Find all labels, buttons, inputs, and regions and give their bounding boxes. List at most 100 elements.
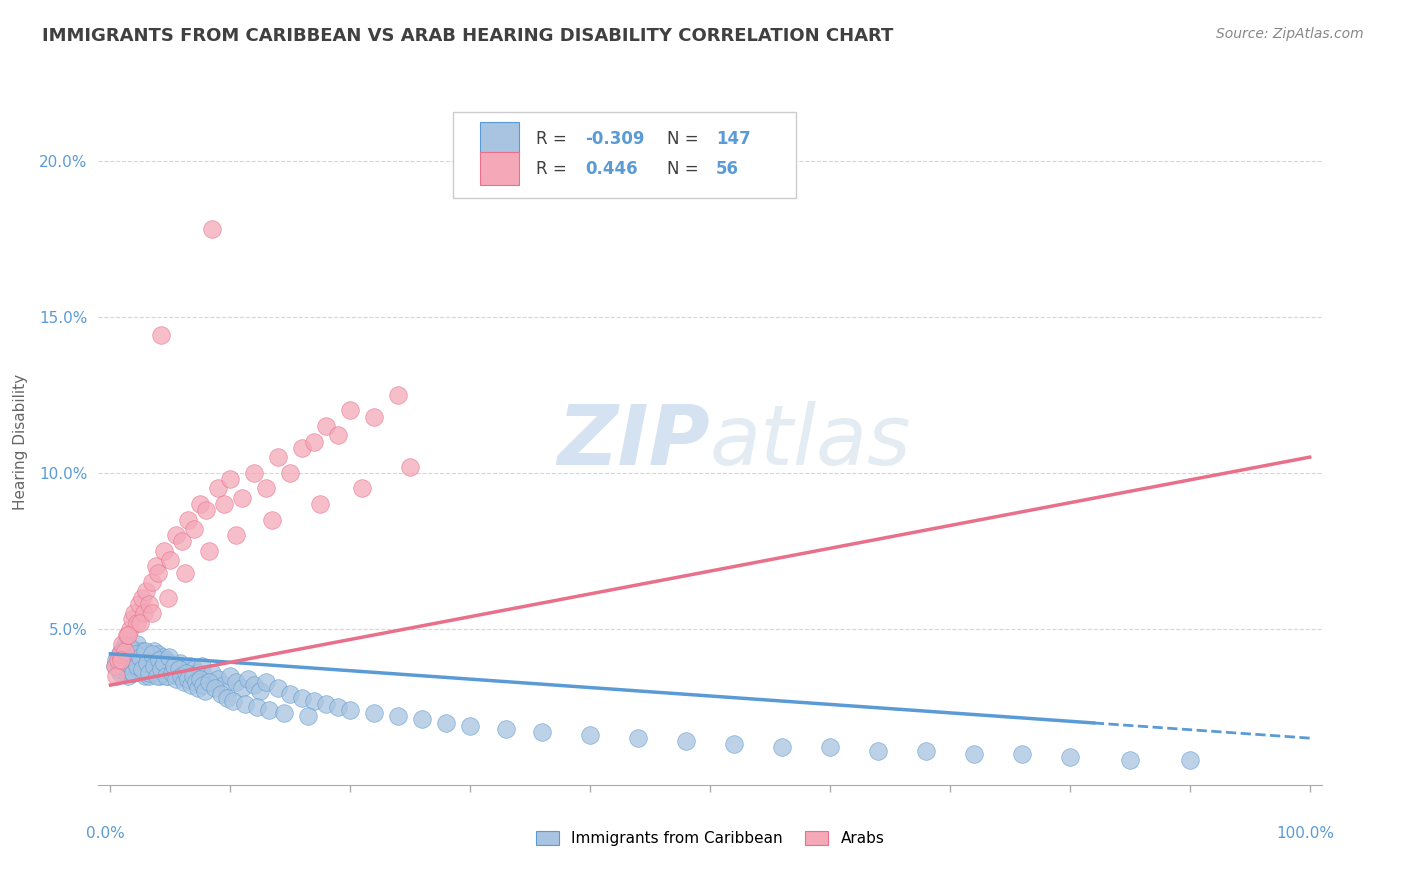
Point	[160, 665, 183, 680]
Point	[131, 591, 153, 605]
Point	[291, 441, 314, 455]
Point	[197, 543, 219, 558]
Point	[363, 706, 385, 721]
Point	[233, 697, 256, 711]
Point	[156, 591, 179, 605]
Point	[152, 649, 174, 664]
Point	[131, 662, 153, 676]
Point	[127, 659, 149, 673]
Text: R =: R =	[536, 160, 578, 178]
Point	[387, 709, 409, 723]
Point	[141, 647, 163, 661]
Point	[246, 699, 269, 714]
Point	[181, 669, 204, 683]
Point	[134, 669, 156, 683]
Text: 56: 56	[716, 160, 740, 178]
Point	[127, 662, 149, 676]
Point	[339, 703, 361, 717]
Point	[139, 649, 162, 664]
Point	[145, 559, 167, 574]
Point	[156, 669, 179, 683]
Point	[143, 665, 166, 680]
Point	[141, 574, 163, 589]
Point	[155, 669, 177, 683]
Point	[225, 675, 247, 690]
Point	[125, 615, 148, 630]
Point	[188, 672, 211, 686]
Point	[108, 662, 129, 676]
Point	[111, 637, 134, 651]
Point	[174, 665, 197, 680]
Point	[186, 665, 208, 680]
Point	[159, 662, 181, 676]
Point	[188, 672, 211, 686]
Point	[222, 694, 245, 708]
Point	[124, 647, 146, 661]
Point	[215, 690, 238, 705]
Point	[114, 649, 136, 664]
Point	[201, 665, 224, 680]
Point	[201, 222, 224, 236]
Point	[148, 647, 170, 661]
Point	[125, 637, 148, 651]
Text: Source: ZipAtlas.com: Source: ZipAtlas.com	[1216, 27, 1364, 41]
Point	[117, 628, 139, 642]
Point	[243, 466, 266, 480]
Point	[304, 434, 326, 449]
Point	[118, 622, 141, 636]
Point	[153, 665, 176, 680]
Point	[315, 418, 337, 433]
Point	[249, 684, 271, 698]
Text: R =: R =	[536, 129, 572, 148]
Point	[165, 528, 187, 542]
Point	[627, 731, 650, 746]
Point	[818, 740, 841, 755]
Point	[149, 328, 172, 343]
Text: N =: N =	[668, 160, 704, 178]
Point	[148, 653, 170, 667]
Point	[195, 675, 218, 690]
Point	[915, 744, 938, 758]
Point	[352, 482, 374, 496]
Point	[150, 662, 173, 676]
Point	[121, 613, 143, 627]
Point	[209, 687, 232, 701]
Point	[194, 684, 217, 698]
Point	[188, 497, 211, 511]
Point	[128, 649, 150, 664]
Point	[190, 659, 212, 673]
Point	[1119, 753, 1142, 767]
Point	[143, 659, 166, 673]
Point	[142, 644, 165, 658]
Point	[172, 662, 194, 676]
Point	[150, 662, 173, 676]
Point	[146, 659, 169, 673]
Point	[254, 675, 277, 690]
Text: IMMIGRANTS FROM CARIBBEAN VS ARAB HEARING DISABILITY CORRELATION CHART: IMMIGRANTS FROM CARIBBEAN VS ARAB HEARIN…	[42, 27, 894, 45]
Point	[115, 628, 138, 642]
Point	[187, 681, 209, 696]
Point	[183, 662, 205, 676]
Point	[219, 472, 242, 486]
Point	[214, 678, 236, 692]
Point	[181, 669, 204, 683]
Point	[267, 450, 290, 464]
Point	[207, 482, 229, 496]
Text: 0.0%: 0.0%	[86, 826, 125, 841]
Point	[579, 728, 602, 742]
Point	[243, 678, 266, 692]
Point	[297, 709, 319, 723]
Text: -0.309: -0.309	[585, 129, 645, 148]
Point	[104, 659, 127, 673]
Point	[262, 512, 284, 526]
Point	[267, 681, 290, 696]
FancyBboxPatch shape	[479, 122, 519, 155]
Point	[149, 657, 172, 671]
Point	[149, 669, 172, 683]
Point	[129, 659, 152, 673]
Point	[167, 662, 190, 676]
Point	[273, 706, 295, 721]
Point	[183, 522, 205, 536]
Point	[163, 659, 186, 673]
Point	[118, 653, 141, 667]
